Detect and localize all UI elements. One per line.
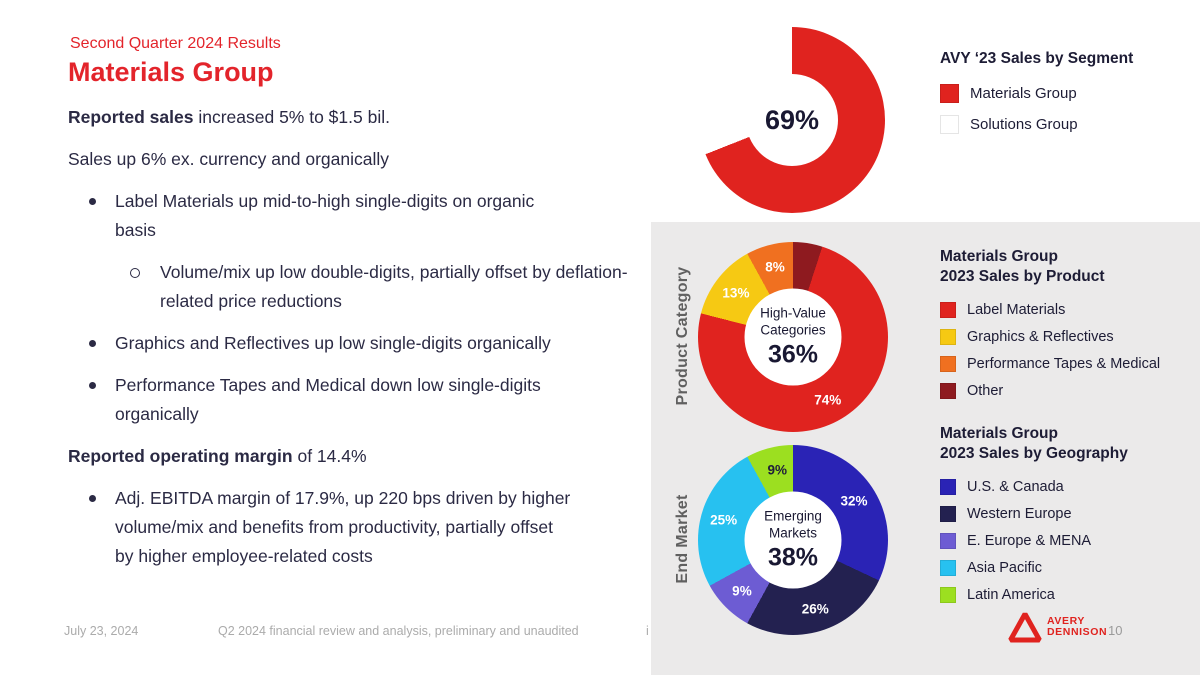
legend-label: U.S. & Canada: [967, 479, 1064, 495]
vertical-axis-label-end-market: End Market: [674, 494, 691, 584]
footer-note: Q2 2024 financial review and analysis, p…: [218, 624, 579, 638]
legend-label: Performance Tapes & Medical: [967, 356, 1161, 372]
legend-label: E. Europe & MENA: [967, 533, 1092, 549]
bullet-text: Label Materials up mid-to-high single-di…: [115, 191, 535, 240]
legend-swatch: [940, 560, 956, 576]
bullet-performance-tapes: Performance Tapes and Medical down low s…: [68, 371, 630, 429]
bold-lead: Reported operating margin: [68, 446, 293, 466]
product-center-label: High-Value Categories: [760, 305, 826, 338]
bullet-text: Adj. EBITDA margin of 17.9%, up 220 bps …: [115, 488, 571, 566]
slice-percentage-label: 32%: [840, 493, 868, 509]
donut-hole: Emerging Markets 38%: [744, 491, 842, 589]
slice-percentage-label: 13%: [722, 285, 750, 301]
legend-item: Latin America: [940, 587, 1128, 603]
product-center-value: 36%: [767, 340, 819, 369]
logo-text: AVERY DENNISON: [1047, 614, 1108, 639]
legend-item: Other: [940, 383, 1160, 399]
vertical-axis-label-product-category: Product Category: [674, 266, 691, 406]
legend-item: E. Europe & MENA: [940, 533, 1128, 549]
legend-label: Graphics & Reflectives: [967, 329, 1114, 345]
bullet-graphics-reflectives: Graphics and Reflectives up low single-d…: [68, 329, 630, 358]
sub-bullet-volume-mix: Volume/mix up low double-digits, partial…: [68, 258, 630, 316]
geography-donut-chart: Emerging Markets 38% 32% 26% 9% 25% 9%: [698, 445, 888, 635]
legend-item: Materials Group: [940, 84, 1133, 103]
legend-swatch: [940, 533, 956, 549]
segment-center-value: 69%: [764, 104, 820, 135]
legend-title: 2023 Sales by Product: [940, 268, 1105, 285]
donut-hole: High-Value Categories 36%: [744, 288, 842, 386]
legend-swatch: [940, 506, 956, 522]
slice-percentage-label: 8%: [765, 259, 785, 275]
legend-items: U.S. & Canada Western Europe E. Europe &…: [940, 479, 1128, 603]
legend-swatch: [940, 329, 956, 345]
bullet-label-materials: Label Materials up mid-to-high single-di…: [68, 187, 630, 245]
segment-donut-chart: 69%: [699, 27, 885, 213]
legend-title: 2023 Sales by Geography: [940, 445, 1128, 462]
charts-panel: 69% AVY ‘23 Sales by Segment Materials G…: [651, 0, 1200, 675]
legend-title: Materials Group: [940, 248, 1058, 265]
legend-item: Label Materials: [940, 302, 1160, 318]
legend-items: Label Materials Graphics & Reflectives P…: [940, 302, 1160, 399]
legend-swatch: [940, 302, 956, 318]
product-legend: Materials Group 2023 Sales by Product La…: [940, 247, 1160, 410]
page-title: Materials Group: [68, 57, 274, 87]
legend-title: Materials Group: [940, 425, 1058, 442]
legend-item: Graphics & Reflectives: [940, 329, 1160, 345]
legend-item: Western Europe: [940, 506, 1128, 522]
geography-legend: Materials Group 2023 Sales by Geography …: [940, 424, 1128, 614]
legend-label: Solutions Group: [970, 116, 1078, 133]
legend-item: Performance Tapes & Medical: [940, 356, 1160, 372]
slice-percentage-label: 9%: [767, 462, 788, 478]
slice-percentage-label: 25%: [710, 512, 738, 528]
legend-item: U.S. & Canada: [940, 479, 1128, 495]
slice-percentage-label: 74%: [814, 392, 842, 408]
legend-swatch: [940, 383, 956, 399]
page-number: 10: [1108, 623, 1123, 638]
legend-swatch: [940, 479, 956, 495]
paragraph-text: increased 5% to $1.5 bil.: [193, 107, 390, 127]
bullet-text: Performance Tapes and Medical down low s…: [115, 375, 541, 424]
legend-label: Latin America: [967, 587, 1055, 603]
body-copy: Reported sales increased 5% to $1.5 bil.…: [68, 103, 630, 584]
legend-item: Solutions Group: [940, 115, 1133, 134]
legend-swatch: [940, 356, 956, 372]
legend-label: Label Materials: [967, 302, 1066, 318]
legend-title: AVY ‘23 Sales by Segment: [940, 50, 1134, 67]
product-donut-chart: High-Value Categories 36% 74% 13% 8%: [698, 242, 888, 432]
paragraph-text: Sales up 6% ex. currency and organically: [68, 149, 390, 169]
logo-line1: AVERY: [1047, 614, 1086, 627]
bullet-ebitda: Adj. EBITDA margin of 17.9%, up 220 bps …: [68, 484, 630, 571]
legend-label: Materials Group: [970, 85, 1077, 102]
footer-date: July 23, 2024: [64, 624, 139, 638]
footer-clipped-text: i: [646, 624, 649, 638]
slice-percentage-label: 26%: [801, 601, 829, 617]
legend-swatch: [940, 84, 959, 103]
geography-center-label: Emerging Markets: [764, 508, 822, 541]
legend-label: Other: [967, 383, 1004, 399]
legend-swatch: [940, 115, 959, 134]
slice-percentage-label: 9%: [732, 583, 752, 599]
paragraph-operating-margin: Reported operating margin of 14.4%: [68, 442, 630, 471]
bullet-text: Volume/mix up low double-digits, partial…: [160, 262, 628, 311]
legend-items: Materials Group Solutions Group: [940, 84, 1133, 134]
legend-label: Asia Pacific: [967, 560, 1042, 576]
avery-dennison-mark-icon: [1008, 612, 1042, 643]
eyebrow-heading: Second Quarter 2024 Results: [70, 35, 281, 52]
legend-item: Asia Pacific: [940, 560, 1128, 576]
bold-lead: Reported sales: [68, 107, 194, 127]
legend-swatch: [940, 587, 956, 603]
logo-line2: DENNISON: [1047, 626, 1108, 638]
bullet-text: Graphics and Reflectives up low single-d…: [115, 333, 551, 353]
paragraph-text: of 14.4%: [292, 446, 367, 466]
donut-hole: 69%: [746, 74, 838, 166]
geography-center-value: 38%: [767, 543, 819, 572]
segment-legend: AVY ‘23 Sales by Segment Materials Group…: [940, 49, 1133, 146]
avery-dennison-logo: AVERY DENNISON: [1008, 611, 1107, 643]
paragraph-sales-up: Sales up 6% ex. currency and organically: [68, 145, 630, 174]
legend-label: Western Europe: [967, 506, 1072, 522]
paragraph-reported-sales: Reported sales increased 5% to $1.5 bil.: [68, 103, 630, 132]
